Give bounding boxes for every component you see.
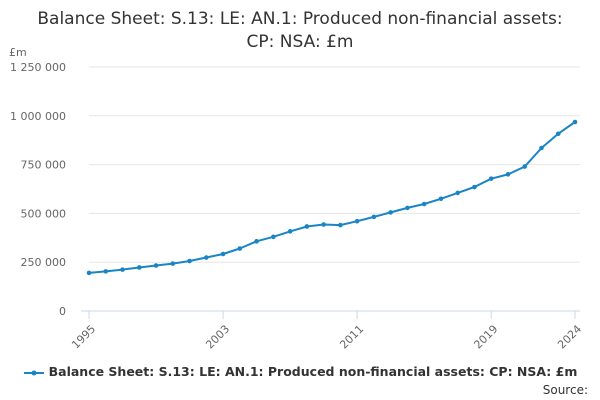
data-point [488,176,494,181]
data-point [86,270,92,276]
data-point [153,263,159,268]
y-axis: £m 0 250 000 500 000 750 000 1 000 000 1 250 0… [9,46,66,318]
data-point [271,234,276,240]
y-axis-unit-label: £m [9,46,27,59]
data-point [187,258,192,264]
x-tick-label: 2011 [337,323,366,352]
y-tick-label: 750 000 [21,159,67,172]
gridlines [89,66,580,263]
data-point [505,172,511,177]
data-point [455,190,460,196]
x-axis: 1995 2003 2011 2019 2024 [69,310,584,352]
data-point [338,222,343,228]
data-point [287,229,293,234]
y-tick-label: 1 000 000 [10,110,66,123]
data-point [254,239,259,244]
series-line [88,121,576,274]
data-point [555,131,561,137]
data-point [120,267,125,272]
x-tick-label: 1995 [69,323,98,352]
data-point [204,255,209,260]
y-tick-label: 0 [59,305,66,318]
data-point [405,205,410,211]
source-label: Source: [542,383,588,397]
data-point [388,210,393,215]
data-point [572,119,578,125]
data-point [421,201,427,207]
data-point [438,196,444,202]
data-point [472,184,477,190]
x-tick-label: 2019 [471,323,500,352]
y-tick-label: 250 000 [21,256,67,269]
legend[interactable]: Balance Sheet: S.13: LE: AN.1: Produced … [0,364,600,379]
y-tick-label: 1 250 000 [10,61,66,74]
data-point [103,269,109,274]
legend-label: Balance Sheet: S.13: LE: AN.1: Produced … [48,364,578,379]
data-point [354,218,360,224]
series-layer [86,119,578,276]
data-point [321,222,326,227]
chart-title: Balance Sheet: S.13: LE: AN.1: Produced … [37,9,563,52]
y-tick-label: 500 000 [21,207,67,220]
data-point [237,246,243,251]
data-point [136,265,142,270]
data-point [539,145,544,151]
legend-line-marker-icon [23,370,44,375]
x-tick-label: 2003 [203,323,232,352]
x-tick-label: 2024 [555,323,584,352]
data-point [304,224,310,229]
data-point [170,261,176,266]
data-point [522,164,528,169]
data-point [371,214,377,220]
data-point [220,251,226,257]
